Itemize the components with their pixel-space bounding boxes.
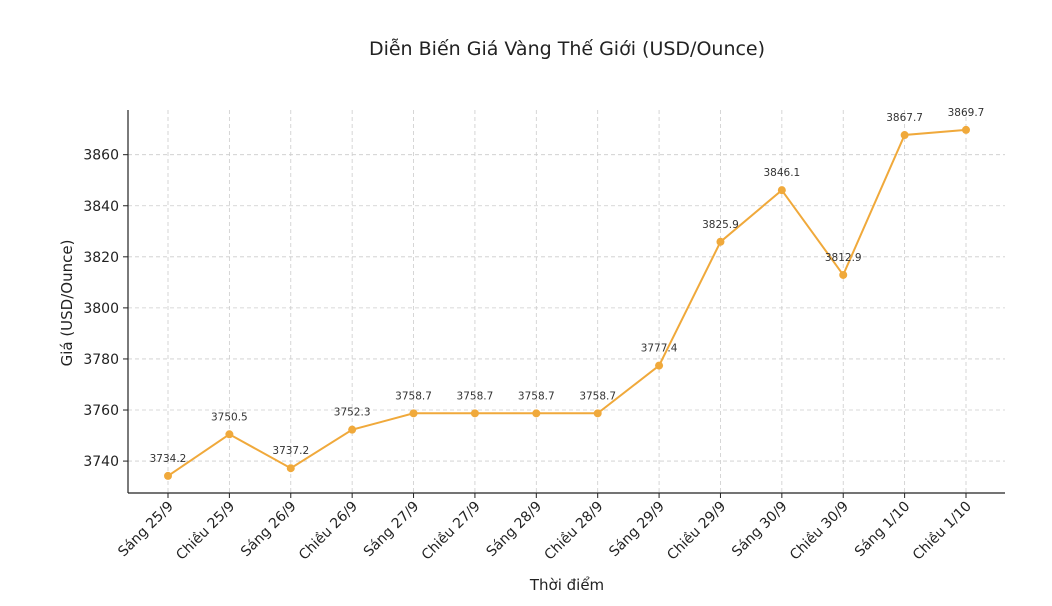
- data-label: 3750.5: [211, 411, 248, 423]
- data-point: [839, 270, 848, 279]
- data-label: 3825.9: [702, 219, 739, 231]
- series-layer: [164, 125, 970, 480]
- series-line: [167, 128, 967, 477]
- x-tick-label: Chiều 1/10: [909, 498, 975, 564]
- x-tick-label: Chiều 28/9: [541, 498, 607, 564]
- x-tick-label: Chiều 29/9: [664, 498, 730, 564]
- x-tick-label: Chiều 25/9: [173, 498, 239, 564]
- data-point: [225, 430, 234, 439]
- data-label: 3777.4: [641, 343, 678, 355]
- data-label: 3758.7: [395, 390, 432, 402]
- chart-title: Diễn Biến Giá Vàng Thế Giới (USD/Ounce): [369, 37, 765, 60]
- data-point: [532, 409, 541, 418]
- data-point: [716, 237, 725, 246]
- x-tick-label: Sáng 28/9: [484, 499, 546, 561]
- data-label: 3812.9: [825, 252, 862, 264]
- data-label: 3846.1: [763, 167, 800, 179]
- y-tick-label: 3780: [83, 352, 119, 368]
- x-tick-label: Sáng 29/9: [606, 499, 668, 561]
- y-tick-label: 3740: [83, 454, 119, 470]
- data-label: 3867.7: [886, 112, 923, 124]
- data-label: 3869.7: [948, 107, 985, 119]
- data-point: [470, 409, 479, 418]
- data-label: 3758.7: [518, 390, 555, 402]
- data-label: 3737.2: [272, 445, 309, 457]
- y-tick-label: 3800: [83, 301, 119, 317]
- y-tick-label: 3760: [83, 403, 119, 419]
- data-label: 3734.2: [150, 453, 187, 465]
- data-point: [777, 186, 786, 195]
- y-tick-label: 3820: [83, 250, 119, 266]
- x-axis-label: Thời điểm: [529, 576, 604, 594]
- y-tick-label: 3840: [83, 199, 119, 215]
- x-tick-label: Sáng 1/10: [852, 499, 914, 561]
- x-tick-label: Sáng 27/9: [361, 499, 423, 561]
- data-point: [348, 425, 357, 434]
- data-point: [593, 409, 602, 418]
- y-tick-label: 3860: [83, 148, 119, 164]
- y-axis-ticks: 3740 3760 3780 3800 3820 3840 3860: [83, 148, 128, 470]
- axes-layer: [127, 110, 1005, 494]
- x-tick-label: Chiều 30/9: [786, 498, 852, 564]
- data-labels-layer: 3734.2 3750.5 3737.2 3752.3 3758.7 3758.7 3758…: [150, 107, 985, 465]
- grid-layer: [128, 110, 1005, 493]
- x-tick-label: Chiều 26/9: [295, 498, 361, 564]
- data-point: [286, 464, 295, 473]
- data-point: [900, 131, 909, 140]
- data-label: 3758.7: [579, 390, 616, 402]
- y-axis-label: Giá (USD/Ounce): [58, 240, 76, 367]
- data-label: 3758.7: [457, 390, 494, 402]
- data-label: 3752.3: [334, 407, 371, 419]
- data-point: [962, 125, 970, 134]
- x-tick-label: Sáng 25/9: [115, 499, 177, 561]
- data-point: [164, 471, 172, 480]
- data-point: [655, 361, 664, 370]
- x-tick-label: Chiều 27/9: [418, 498, 484, 564]
- x-tick-label: Sáng 26/9: [238, 499, 300, 561]
- data-point: [409, 409, 418, 418]
- x-tick-label: Sáng 30/9: [729, 499, 791, 561]
